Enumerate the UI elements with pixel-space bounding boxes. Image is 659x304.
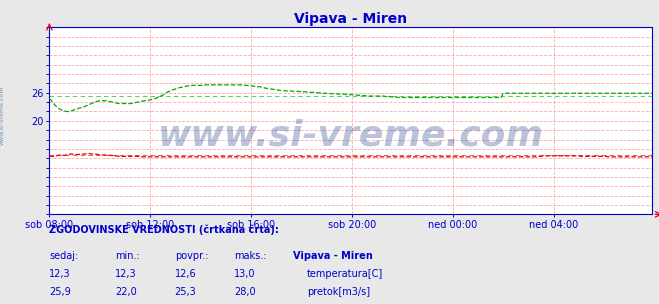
Text: 22,0: 22,0	[115, 287, 137, 297]
Text: 25,3: 25,3	[175, 287, 196, 297]
Text: maks.:: maks.:	[234, 251, 266, 261]
Text: min.:: min.:	[115, 251, 140, 261]
Text: sedaj:: sedaj:	[49, 251, 78, 261]
Text: 12,3: 12,3	[115, 269, 137, 279]
Text: temperatura[C]: temperatura[C]	[307, 269, 384, 279]
Text: pretok[m3/s]: pretok[m3/s]	[307, 287, 370, 297]
Text: 12,6: 12,6	[175, 269, 196, 279]
Text: 25,9: 25,9	[49, 287, 71, 297]
Title: Vipava - Miren: Vipava - Miren	[295, 12, 407, 26]
Text: 12,3: 12,3	[49, 269, 71, 279]
Text: 28,0: 28,0	[234, 287, 256, 297]
Text: povpr.:: povpr.:	[175, 251, 208, 261]
Text: 13,0: 13,0	[234, 269, 256, 279]
Text: www.si-vreme.com: www.si-vreme.com	[158, 119, 544, 153]
Text: www.si-vreme.com: www.si-vreme.com	[0, 86, 5, 145]
Text: ZGODOVINSKE VREDNOSTI (črtkana črta):: ZGODOVINSKE VREDNOSTI (črtkana črta):	[49, 225, 279, 236]
Text: Vipava - Miren: Vipava - Miren	[293, 251, 373, 261]
